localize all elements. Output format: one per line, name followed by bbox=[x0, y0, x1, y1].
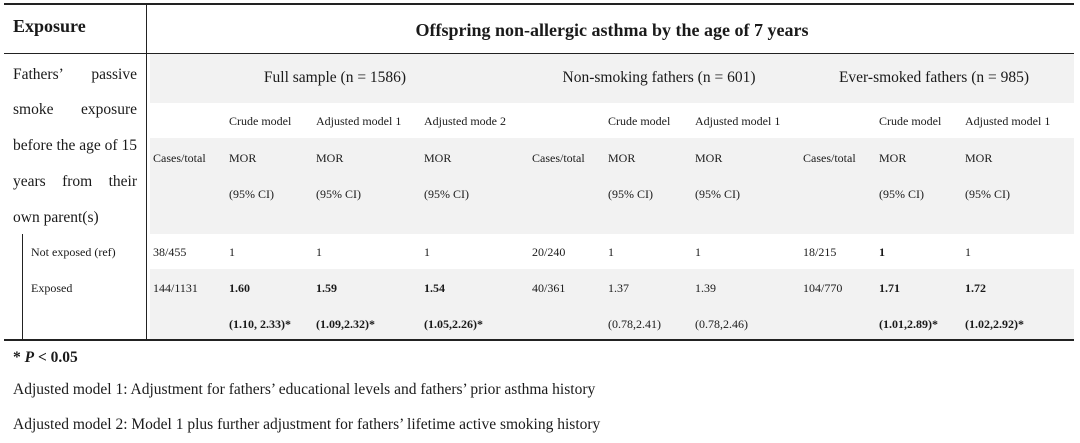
mor-cell: 1.72 bbox=[965, 281, 986, 295]
mor-cell: 1.60 bbox=[229, 281, 250, 295]
mor-cell: 1 bbox=[424, 245, 430, 259]
mor-header: MOR bbox=[695, 151, 723, 165]
cases-total-header: Cases/total bbox=[803, 151, 856, 165]
mor-cell: 1 bbox=[229, 245, 235, 259]
shade-band-groups bbox=[150, 53, 1074, 103]
header-rule bbox=[4, 53, 1074, 54]
cases-total-header: Cases/total bbox=[153, 151, 206, 165]
mor-cell: 1 bbox=[608, 245, 614, 259]
ci-header: (95% CI) bbox=[608, 187, 653, 201]
mor-header: MOR bbox=[608, 151, 636, 165]
group-header-full-sample: Full sample (n = 1586) bbox=[263, 69, 407, 86]
mor-cell: 1 bbox=[316, 245, 322, 259]
model-header: Crude model bbox=[608, 114, 671, 128]
model-header: Adjusted mode 2 bbox=[424, 114, 506, 128]
footnote-model-1: Adjusted model 1: Adjustment for fathers… bbox=[13, 381, 596, 398]
model-header: Adjusted model 1 bbox=[965, 114, 1051, 128]
row-indent-line bbox=[22, 234, 23, 341]
results-table: Exposure Offspring non-allergic asthma b… bbox=[4, 3, 1074, 341]
exposure-header: Exposure bbox=[13, 16, 86, 36]
ci-cell: (1.09,2.32)* bbox=[316, 317, 375, 331]
bottom-rule bbox=[4, 339, 1074, 341]
mor-header: MOR bbox=[879, 151, 907, 165]
mor-cell: 1.54 bbox=[424, 281, 445, 295]
exposure-line: Fathers’ passive bbox=[13, 66, 137, 83]
ci-header: (95% CI) bbox=[695, 187, 740, 201]
exposure-line: years from their bbox=[13, 173, 137, 190]
ci-cell: (0.78,2.46) bbox=[695, 317, 748, 331]
ci-cell: (1.10, 2.33)* bbox=[229, 317, 291, 331]
ci-cell: (1.02,2.92)* bbox=[965, 317, 1024, 331]
ci-cell: (1.01,2.89)* bbox=[879, 317, 938, 331]
mor-cell: 1.59 bbox=[316, 281, 337, 295]
mor-cell: 1 bbox=[965, 245, 971, 259]
group-header-non-smoking: Non-smoking fathers (n = 601) bbox=[562, 69, 756, 86]
significance-note: * P < 0.05 bbox=[13, 349, 78, 366]
exposure-divider bbox=[146, 3, 147, 341]
row-label-not-exposed: Not exposed (ref) bbox=[31, 245, 116, 259]
mor-cell: 1.71 bbox=[879, 281, 900, 295]
cases-cell: 40/361 bbox=[532, 281, 566, 295]
mor-cell: 1.37 bbox=[608, 281, 629, 295]
cases-cell: 144/1131 bbox=[153, 281, 198, 295]
shade-band-mor bbox=[150, 138, 1074, 234]
exposure-line: own parent(s) bbox=[13, 209, 99, 226]
model-header: Adjusted model 1 bbox=[695, 114, 781, 128]
ci-header: (95% CI) bbox=[316, 187, 361, 201]
shade-band-exposed bbox=[150, 269, 1074, 341]
exposure-line: smoke exposure bbox=[13, 101, 137, 118]
model-header: Adjusted model 1 bbox=[316, 114, 402, 128]
mor-header: MOR bbox=[965, 151, 993, 165]
mor-header: MOR bbox=[229, 151, 257, 165]
ci-header: (95% CI) bbox=[965, 187, 1010, 201]
cases-cell: 18/215 bbox=[803, 245, 837, 259]
footnote-model-2: Adjusted model 2: Model 1 plus further a… bbox=[13, 416, 601, 433]
model-header: Crude model bbox=[879, 114, 942, 128]
cases-total-header: Cases/total bbox=[532, 151, 585, 165]
cases-cell: 104/770 bbox=[803, 281, 843, 295]
cases-cell: 20/240 bbox=[532, 245, 566, 259]
ci-header: (95% CI) bbox=[229, 187, 274, 201]
mor-cell: 1 bbox=[879, 245, 885, 259]
ci-cell: (0.78,2.41) bbox=[608, 317, 661, 331]
ci-header: (95% CI) bbox=[879, 187, 924, 201]
top-rule bbox=[4, 3, 1074, 5]
model-header: Crude model bbox=[229, 114, 292, 128]
ci-header: (95% CI) bbox=[424, 187, 469, 201]
row-label-exposed: Exposed bbox=[31, 281, 73, 295]
mor-header: MOR bbox=[424, 151, 452, 165]
ci-cell: (1.05,2.26)* bbox=[424, 317, 483, 331]
cases-cell: 38/455 bbox=[153, 245, 187, 259]
exposure-line: before the age of 15 bbox=[13, 137, 137, 154]
group-header-ever-smoked: Ever-smoked fathers (n = 985) bbox=[838, 69, 1030, 86]
mor-cell: 1.39 bbox=[695, 281, 716, 295]
mor-header: MOR bbox=[316, 151, 344, 165]
outcome-header: Offspring non-allergic asthma by the age… bbox=[415, 20, 809, 40]
mor-cell: 1 bbox=[695, 245, 701, 259]
